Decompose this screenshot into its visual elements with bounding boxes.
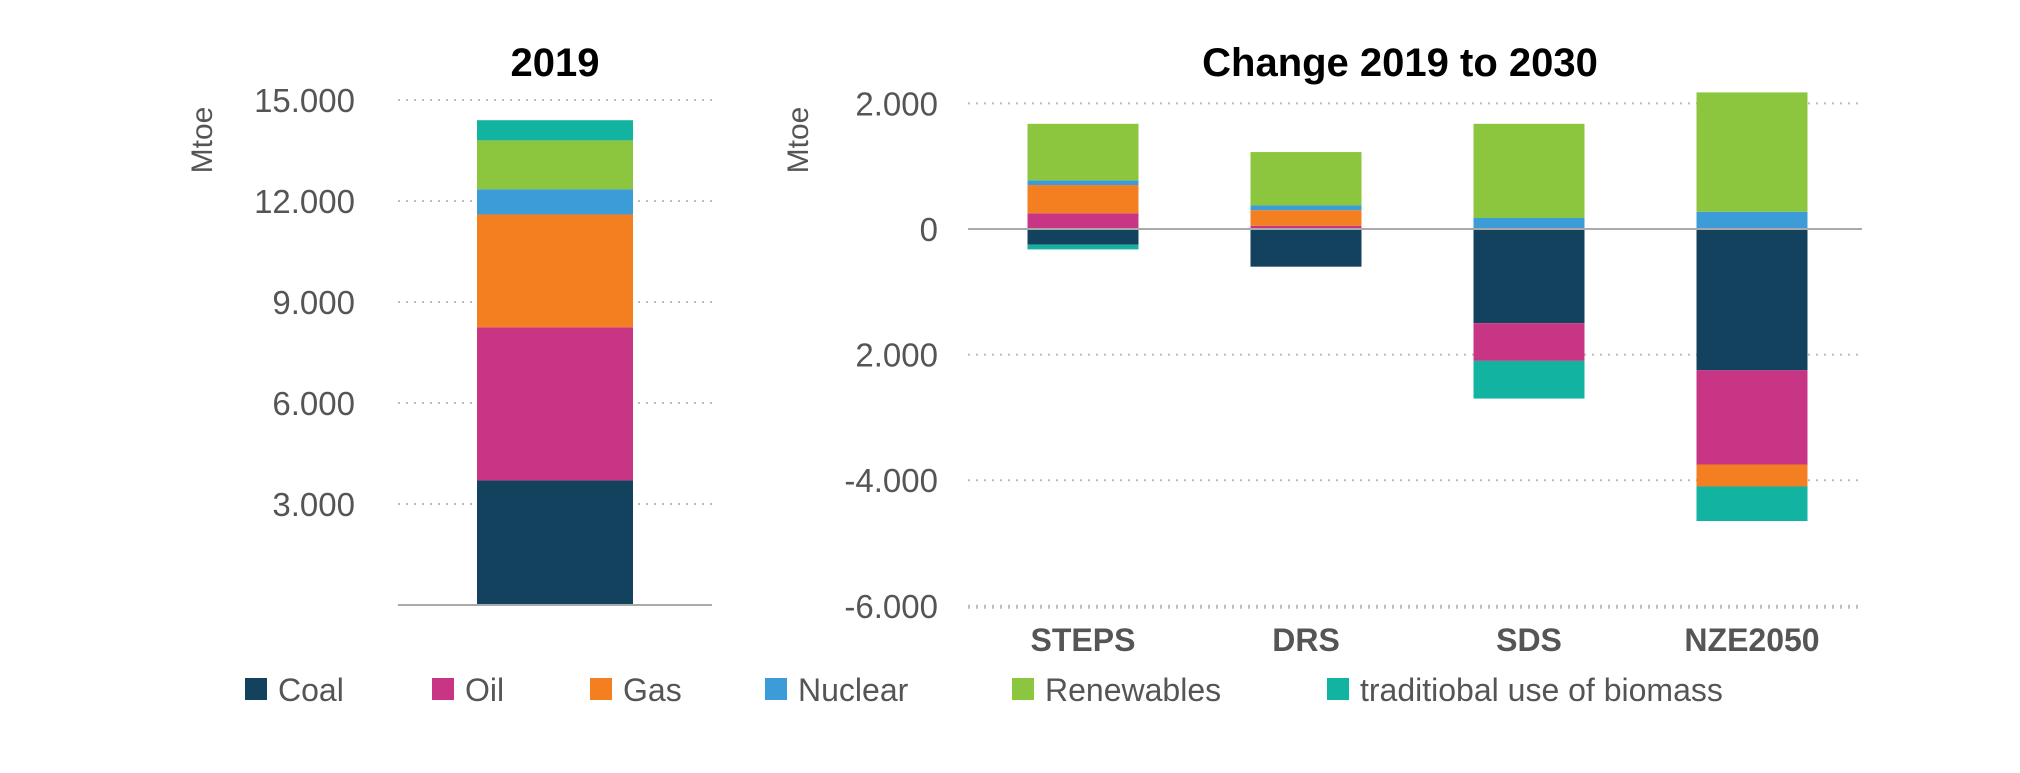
p1-bar-steps-traditiobal-use-of-biomass (1027, 244, 1139, 250)
p1-ylabel: Mtoe (782, 107, 815, 174)
p0-bar-2019-nuclear (477, 189, 633, 215)
legend-swatch-renewables (1012, 678, 1034, 700)
legend-label-gas: Gas (623, 672, 682, 708)
p1-bar-steps-oil (1027, 213, 1139, 229)
p0-ytick-label: 6.000 (272, 385, 355, 422)
p0-bar-2019-coal (477, 480, 633, 605)
p1-bar-sds-oil (1473, 323, 1585, 361)
legend-label-traditiobal-use-of-biomass: traditiobal use of biomass (1360, 672, 1723, 708)
p1-title: Change 2019 to 2030 (1202, 41, 1598, 85)
legend-label-coal: Coal (278, 672, 344, 708)
legend-swatch-coal (245, 678, 267, 700)
p1-bar-nze2050-renewables (1696, 92, 1808, 212)
p1-bar-sds-nuclear (1473, 218, 1585, 229)
p0-bar-2019-oil (477, 327, 633, 481)
p1-ytick-label: -4.000 (844, 462, 938, 499)
p1-bar-nze2050-coal (1696, 229, 1808, 371)
legend-label-oil: Oil (465, 672, 504, 708)
p1-bar-drs-oil (1250, 225, 1362, 229)
legend-swatch-nuclear (765, 678, 787, 700)
legend-label-nuclear: Nuclear (798, 672, 909, 708)
legend-swatch-traditiobal-use-of-biomass (1327, 678, 1349, 700)
p0-ylabel: Mtoe (186, 107, 219, 174)
p0-ytick-label: 9.000 (272, 284, 355, 321)
legend-swatch-oil (432, 678, 454, 700)
p1-category-label: STEPS (1031, 622, 1136, 658)
legend-label-renewables: Renewables (1045, 672, 1221, 708)
p1-bar-sds-coal (1473, 229, 1585, 324)
p0-bar-2019-traditiobal-use-of-biomass (477, 120, 633, 141)
p1-bar-nze2050-traditiobal-use-of-biomass (1696, 486, 1808, 522)
p0-ytick-label: 3.000 (272, 486, 355, 523)
p1-bar-drs-renewables (1250, 152, 1362, 206)
p0-ytick-label: 15.000 (254, 82, 355, 119)
p1-ytick-label: -6.000 (844, 588, 938, 625)
p1-category-label: NZE2050 (1684, 622, 1819, 658)
p1-ytick-label: 2.000 (855, 337, 938, 374)
p0-title: 2019 (511, 41, 600, 85)
p1-ytick-label: 2.000 (855, 85, 938, 122)
p1-bar-steps-gas (1027, 185, 1139, 214)
legend-swatch-gas (590, 678, 612, 700)
p1-bar-sds-renewables (1473, 123, 1585, 219)
p1-bar-drs-coal (1250, 229, 1362, 267)
p1-bar-steps-coal (1027, 229, 1139, 245)
p1-bar-drs-gas (1250, 210, 1362, 226)
p1-bar-nze2050-nuclear (1696, 211, 1808, 229)
p1-ytick-label: 0 (920, 211, 938, 248)
p0-bar-2019-gas (477, 214, 633, 328)
p1-bar-drs-nuclear (1250, 205, 1362, 211)
p0-ytick-label: 12.000 (254, 183, 355, 220)
p1-category-label: SDS (1496, 622, 1562, 658)
p1-bar-nze2050-gas (1696, 464, 1808, 487)
p1-bar-steps-renewables (1027, 123, 1139, 181)
p1-bar-nze2050-oil (1696, 370, 1808, 465)
p1-bar-steps-nuclear (1027, 180, 1139, 186)
p1-category-label: DRS (1272, 622, 1340, 658)
p1-bar-sds-traditiobal-use-of-biomass (1473, 360, 1585, 399)
p0-bar-2019-renewables (477, 140, 633, 190)
